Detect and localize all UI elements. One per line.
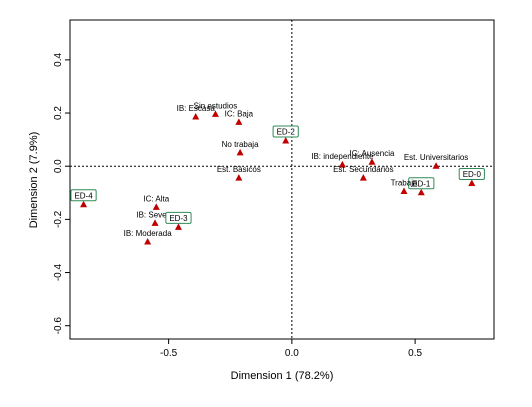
triangle-marker xyxy=(417,188,425,196)
point-label: IB: Escasa xyxy=(177,104,216,113)
point-ib-independiente: IB: independiente xyxy=(311,152,374,168)
triangle-marker xyxy=(236,148,244,156)
point-trabaja: Trabaja xyxy=(391,178,418,194)
point-label: No trabaja xyxy=(222,140,259,149)
point-est-secundarios: Est. Secundarios xyxy=(333,165,394,181)
point-label: Est. Universitarios xyxy=(404,153,468,162)
plot-frame xyxy=(69,19,495,340)
point-ic-baja: IC: Baja xyxy=(225,109,254,125)
point-sin-estudios: Sin estudios xyxy=(194,101,238,117)
point-ed-3: ED-3 xyxy=(165,211,192,230)
point-ic-ausencia: IC: Ausencia xyxy=(350,149,395,165)
y-tick-label: 0.4 xyxy=(53,52,64,66)
point-label: IC: Baja xyxy=(225,109,254,118)
y-axis-title: Dimension 2 (7.9%) xyxy=(28,132,40,229)
x-tick-label: -0.5 xyxy=(160,348,178,359)
point-label: ED-4 xyxy=(74,191,93,200)
point-label: Est. Básicos xyxy=(217,165,261,174)
point-ed-0: ED-0 xyxy=(458,167,485,186)
y-tick-label: -0.4 xyxy=(53,263,64,281)
x-tick-label: 0.5 xyxy=(408,348,422,359)
point-label: ED-1 xyxy=(412,179,431,188)
point-label: IC: Ausencia xyxy=(350,149,395,158)
x-axis-title: Dimension 1 (78.2%) xyxy=(231,370,334,382)
point-label: IC: Alta xyxy=(143,194,169,203)
triangle-marker xyxy=(211,110,219,117)
triangle-marker xyxy=(338,160,346,168)
point-label: Trabaja xyxy=(391,178,418,187)
point-ed-4: ED-4 xyxy=(70,189,97,208)
label-box xyxy=(408,177,435,190)
triangle-marker xyxy=(368,158,376,165)
label-box xyxy=(458,167,485,180)
point-label: IB: Moderada xyxy=(124,229,173,238)
label-box xyxy=(70,189,97,202)
triangle-marker xyxy=(400,187,408,194)
triangle-marker xyxy=(80,200,88,208)
point-label: Est. Secundarios xyxy=(333,165,393,174)
x-axis: -0.5 0.0 0.5 xyxy=(160,339,423,359)
y-tick-label: 0.0 xyxy=(53,159,64,173)
y-tick-label: -0.6 xyxy=(53,317,64,335)
point-ib-severa: IB: Severa xyxy=(136,210,174,226)
point-label: IB: independiente xyxy=(311,152,374,161)
x-tick-label: 0.0 xyxy=(285,348,299,359)
point-ic-alta: IC: Alta xyxy=(143,194,170,210)
triangle-marker xyxy=(282,136,290,144)
triangle-marker xyxy=(432,162,440,169)
y-tick-label: -0.2 xyxy=(53,210,64,228)
label-box xyxy=(272,125,299,138)
triangle-marker xyxy=(174,223,182,230)
point-ed-1: ED-1 xyxy=(408,177,435,196)
point-ib-escasa: IB: Escasa xyxy=(177,104,216,120)
y-tick-label: 0.2 xyxy=(53,106,64,120)
point-est-b-sicos: Est. Básicos xyxy=(217,165,261,181)
triangle-marker xyxy=(468,179,476,186)
triangle-marker xyxy=(235,174,243,181)
triangle-marker xyxy=(235,118,243,125)
triangle-marker xyxy=(192,113,200,120)
triangle-marker xyxy=(152,203,160,210)
y-axis: -0.6 -0.4 -0.2 0.0 0.2 0.4 xyxy=(53,52,70,334)
triangle-marker xyxy=(144,237,152,245)
triangle-marker xyxy=(359,174,367,181)
point-label: IB: Severa xyxy=(136,210,174,219)
point-ed-2: ED-2 xyxy=(272,125,299,144)
reference-lines xyxy=(70,20,494,339)
point-label: Sin estudios xyxy=(194,101,238,110)
point-est-universitarios: Est. Universitarios xyxy=(404,153,468,169)
point-ib-moderada: IB: Moderada xyxy=(124,229,173,245)
label-box xyxy=(165,211,192,224)
triangle-marker xyxy=(151,219,159,226)
point-label: ED-2 xyxy=(277,127,296,136)
point-label: ED-0 xyxy=(463,170,482,179)
point-no-trabaja: No trabaja xyxy=(222,140,259,156)
point-label: ED-3 xyxy=(169,214,188,223)
